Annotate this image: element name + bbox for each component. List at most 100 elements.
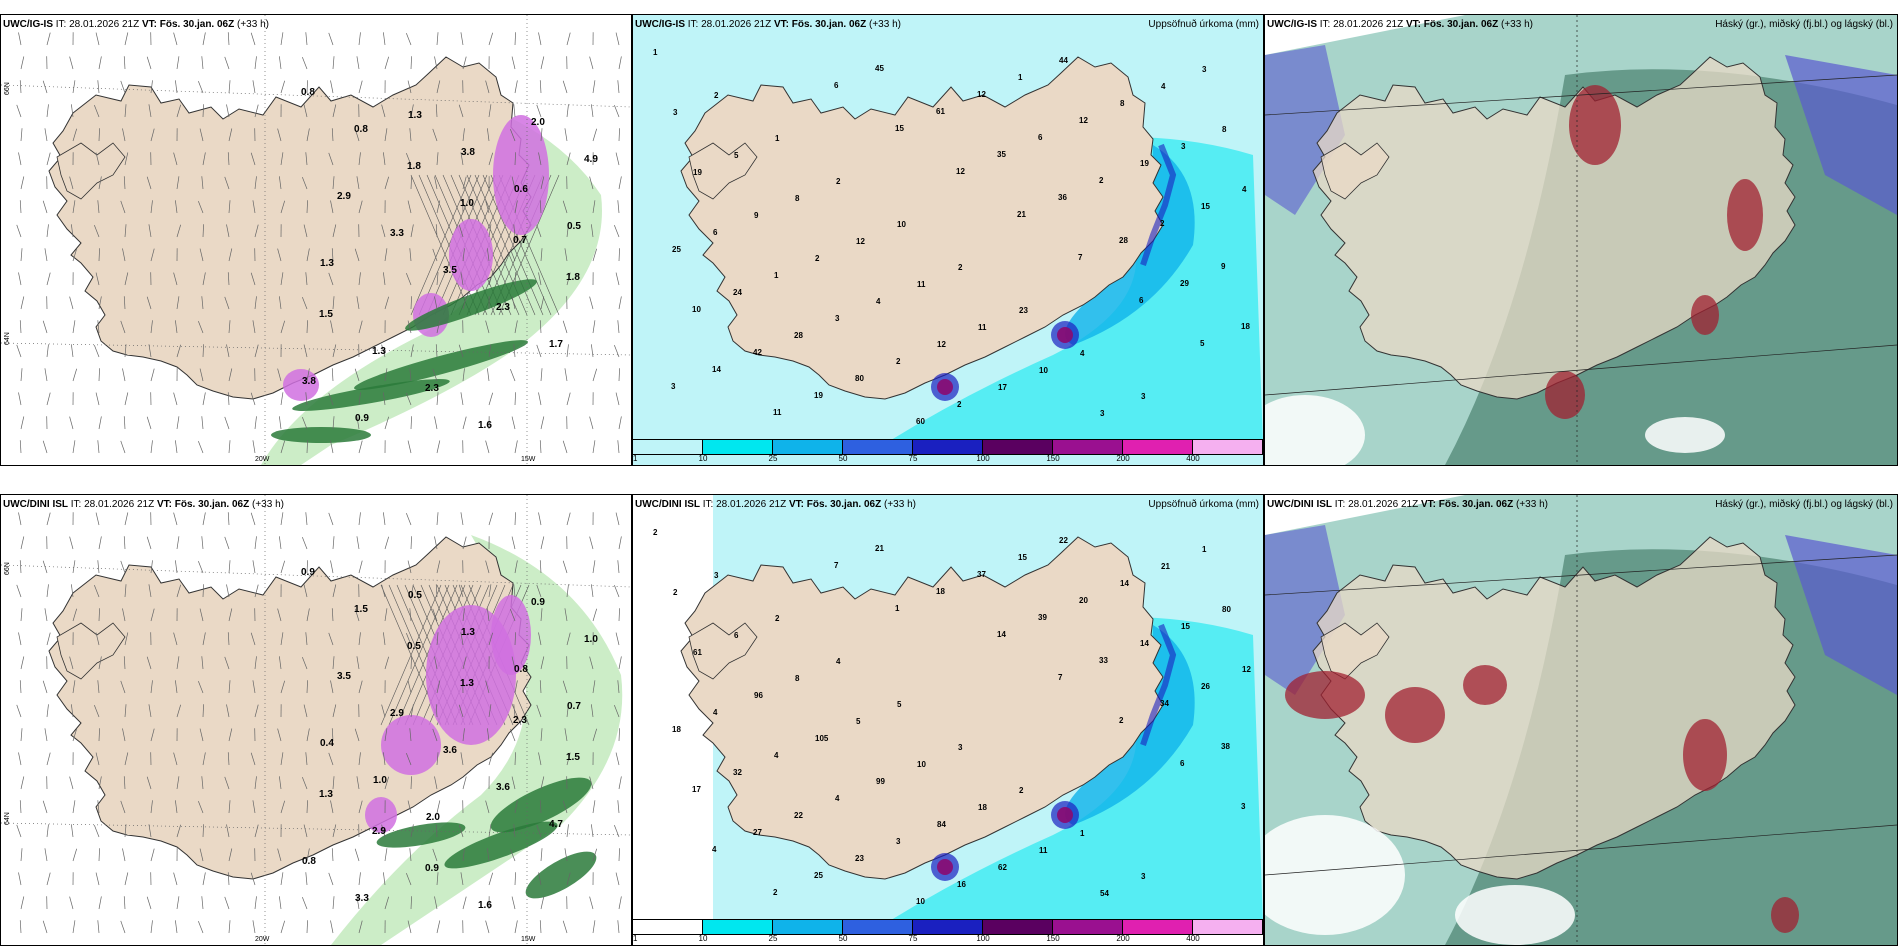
latitude-label: 66N [4,562,11,575]
wind-barb [614,704,620,718]
wind-barb [384,608,388,622]
wind-barb [614,344,620,358]
wind-barb [358,824,360,838]
wind-barb [356,296,360,310]
wind-barb [72,752,74,766]
max-wind-label: 0.4 [320,738,334,749]
wind-barb [618,368,620,382]
latitude-label: 64N [4,332,11,345]
wind-barb [306,728,310,742]
wind-barb [514,440,518,454]
wind-barb [123,776,126,790]
wind-barb [536,224,542,238]
wind-barb [434,536,438,550]
wind-barb [254,824,259,838]
wind-barb [356,896,360,910]
wind-barb [488,512,494,526]
wind-barb [277,728,282,742]
wind-barb [356,176,360,190]
wind-barb [46,416,48,430]
wind-barb [354,848,360,862]
wind-barb [72,872,74,886]
precip-amount-label: 4 [836,657,841,666]
colorbar-swatch [1053,440,1123,454]
wind-barb [146,416,152,430]
wind-barb [462,128,465,142]
wind-barb [618,656,622,670]
precip-amount-label: 36 [1058,193,1067,202]
wind-barb [460,272,464,286]
wind-barb [566,536,568,550]
precip-amount-label: 23 [855,854,864,863]
wind-barb [564,728,568,742]
wind-barb [122,248,126,262]
wind-barb [198,440,204,454]
wind-barb [20,896,25,910]
wind-barb [95,32,100,46]
wind-barb [488,536,490,550]
wind-barb [280,560,286,574]
wind-barb [279,536,282,550]
wind-barb [280,800,286,814]
wind-barb [592,152,594,166]
wind-barb [330,440,334,454]
wind-barb [407,920,412,934]
wind-barb [202,872,206,886]
wind-barb [227,872,230,886]
wind-barb [354,128,360,142]
max-wind-label: 3.8 [461,147,475,158]
wind-barb [250,632,256,646]
wind-barb [384,80,386,94]
low-cloud-area [1265,525,1345,695]
iceland-landmass [680,56,1164,400]
wind-barb [407,680,412,694]
wind-barb [592,248,598,262]
wind-barb [407,320,412,334]
precip-max-area [1057,807,1073,823]
wind-barb [254,368,256,382]
wind-barb [254,848,256,862]
clear-sky-area [1265,815,1405,935]
wind-barb [69,416,74,430]
clear-sky-area [1455,885,1575,945]
westfjords [1320,142,1390,200]
colorbar-swatch [983,440,1053,454]
wind-barb [410,416,412,430]
wind-barb [488,296,490,310]
wind-barb [72,128,78,142]
max-wind-label: 1.8 [566,272,580,283]
wind-barb [615,32,620,46]
wind-barb [254,728,256,742]
wind-barb [71,584,74,598]
wind-barb [20,776,25,790]
precip-amount-label: 3 [1141,392,1146,401]
wind-barb [42,920,48,934]
wind-barb [123,416,126,430]
wind-barb [120,440,126,454]
wind-barb [328,152,334,166]
precip-amount-label: 54 [1100,889,1109,898]
colorbar-tick-label: 400 [1186,454,1200,463]
max-wind-label: 0.8 [301,87,315,98]
wind-barb [202,344,204,358]
wind-barb [19,200,22,214]
wind-barb [44,128,48,142]
wind-barb [198,320,204,334]
wind-barb [436,680,441,694]
max-wind-label: 4.7 [549,819,563,830]
wind-barb [46,176,48,190]
wind-barb [358,32,361,46]
precip-amount-label: 10 [917,760,926,769]
convective-cloud-area [1385,687,1445,743]
precip-amount-label: 7 [834,561,839,570]
wind-barb [98,416,102,430]
wind-barb [19,440,22,454]
wind-barb [488,752,494,766]
wind-barb [279,296,282,310]
wind-barb [436,392,439,406]
wind-barb [406,272,412,286]
wind-barb [435,344,438,358]
panel-cloud-igis: UWC/IG-IS IT: 28.01.2026 21Z VT: Fös. 30… [1264,14,1898,466]
wind-barb [175,440,178,454]
wind-barb [617,560,620,574]
